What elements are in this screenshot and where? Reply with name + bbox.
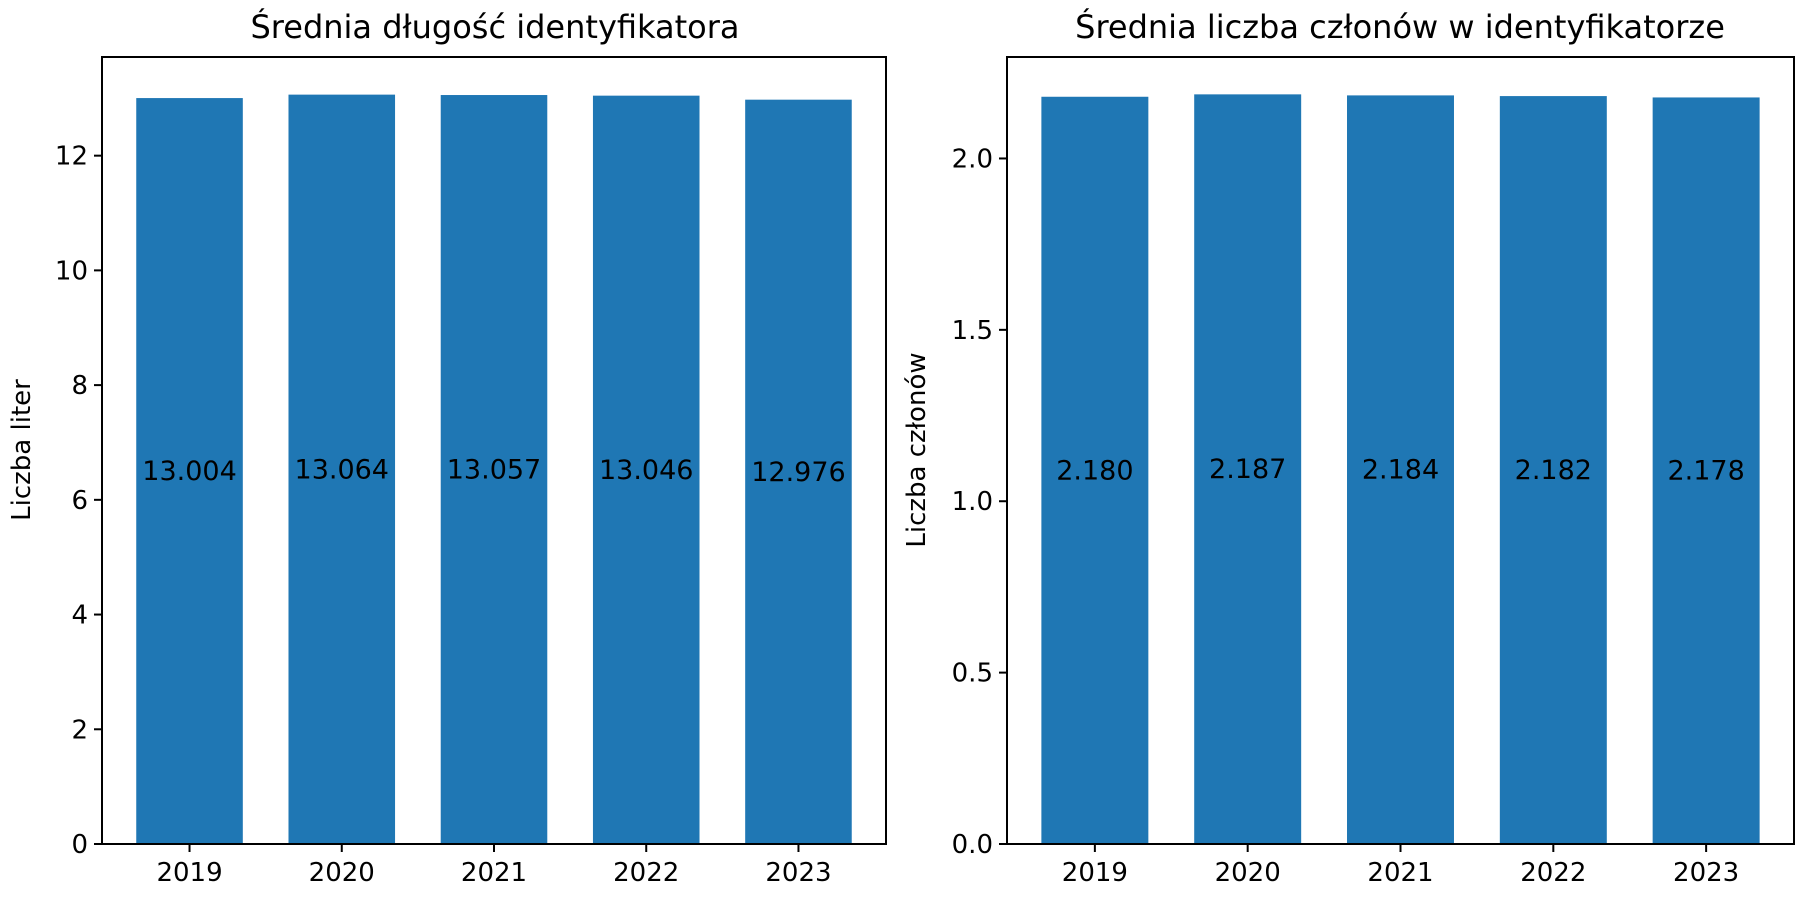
- data-label-2020: 13.064: [295, 454, 389, 485]
- x-tick-label-2020: 2020: [1215, 858, 1281, 888]
- bar-2019: [136, 98, 243, 844]
- bar-2021: [440, 95, 548, 844]
- bar-2022: [1499, 96, 1607, 844]
- chart-1-y-ticks: 0 2 4 6 8 10 12: [55, 142, 102, 860]
- x-tick-label-2019: 2019: [156, 858, 222, 888]
- data-label-2023: 2.178: [1667, 456, 1744, 487]
- y-tick-label: 2: [71, 715, 88, 745]
- x-tick-label-2023: 2023: [1673, 858, 1739, 888]
- x-tick-label-2022: 2022: [1520, 858, 1586, 888]
- chart-2-title: Średnia liczba członów w identyfikatorze: [1075, 7, 1725, 46]
- x-tick-label-2022: 2022: [613, 858, 679, 888]
- chart-1-y-axis-label: Liczba liter: [7, 379, 37, 521]
- x-tick-label-2023: 2023: [765, 858, 831, 888]
- y-tick-label: 0.0: [952, 830, 993, 860]
- chart-2-x-ticks: 2019 2020 2021 2022 2023: [1062, 844, 1739, 888]
- chart-1: Średnia długość identyfikatora Liczba li…: [7, 7, 887, 888]
- y-tick-label: 1.5: [952, 316, 993, 346]
- x-tick-label-2020: 2020: [309, 858, 375, 888]
- y-tick-label: 8: [71, 371, 88, 401]
- x-tick-label-2019: 2019: [1062, 858, 1128, 888]
- bar-2021: [1347, 95, 1454, 844]
- chart-2: Średnia liczba członów w identyfikatorze…: [902, 7, 1795, 888]
- data-label-2021: 13.057: [447, 455, 541, 486]
- bar-2020: [288, 94, 396, 844]
- y-tick-label: 4: [71, 601, 88, 631]
- data-label-2022: 2.182: [1515, 455, 1592, 486]
- data-label-2022: 13.046: [599, 455, 693, 486]
- data-label-2023: 12.976: [751, 457, 845, 488]
- chart-1-data-labels: 13.004 13.064 13.057 13.046 12.976: [142, 454, 845, 488]
- data-label-2020: 2.187: [1209, 454, 1286, 485]
- y-tick-label: 10: [55, 256, 88, 286]
- chart-1-title: Średnia długość identyfikatora: [250, 7, 739, 46]
- data-label-2021: 2.184: [1362, 455, 1439, 486]
- chart-2-y-ticks: 0.0 0.5 1.0 1.5 2.0: [952, 144, 1007, 860]
- y-tick-label: 2.0: [952, 144, 993, 174]
- y-tick-label: 12: [55, 142, 88, 172]
- bar-2022: [592, 95, 700, 844]
- chart-1-x-ticks: 2019 2020 2021 2022 2023: [156, 844, 832, 888]
- y-tick-label: 0.5: [952, 659, 993, 689]
- y-tick-label: 0: [71, 830, 88, 860]
- bar-2023: [745, 99, 852, 845]
- x-tick-label-2021: 2021: [1367, 858, 1433, 888]
- bar-2020: [1194, 94, 1302, 845]
- y-tick-label: 6: [71, 486, 88, 516]
- chart-2-plot-frame: [1006, 56, 1795, 845]
- chart-2-y-axis-label: Liczba członów: [902, 352, 932, 547]
- y-tick-label: 1.0: [952, 487, 993, 517]
- bar-2019: [1041, 96, 1149, 844]
- x-tick-label-2021: 2021: [461, 858, 527, 888]
- chart-2-bars: [1041, 94, 1760, 845]
- chart-1-bars: [136, 94, 852, 845]
- chart-2-data-labels: 2.180 2.187 2.184 2.182 2.178: [1056, 454, 1745, 487]
- chart-1-plot-frame: [101, 56, 887, 845]
- data-label-2019: 2.180: [1056, 455, 1133, 486]
- data-label-2019: 13.004: [142, 456, 236, 487]
- bar-2023: [1652, 97, 1760, 844]
